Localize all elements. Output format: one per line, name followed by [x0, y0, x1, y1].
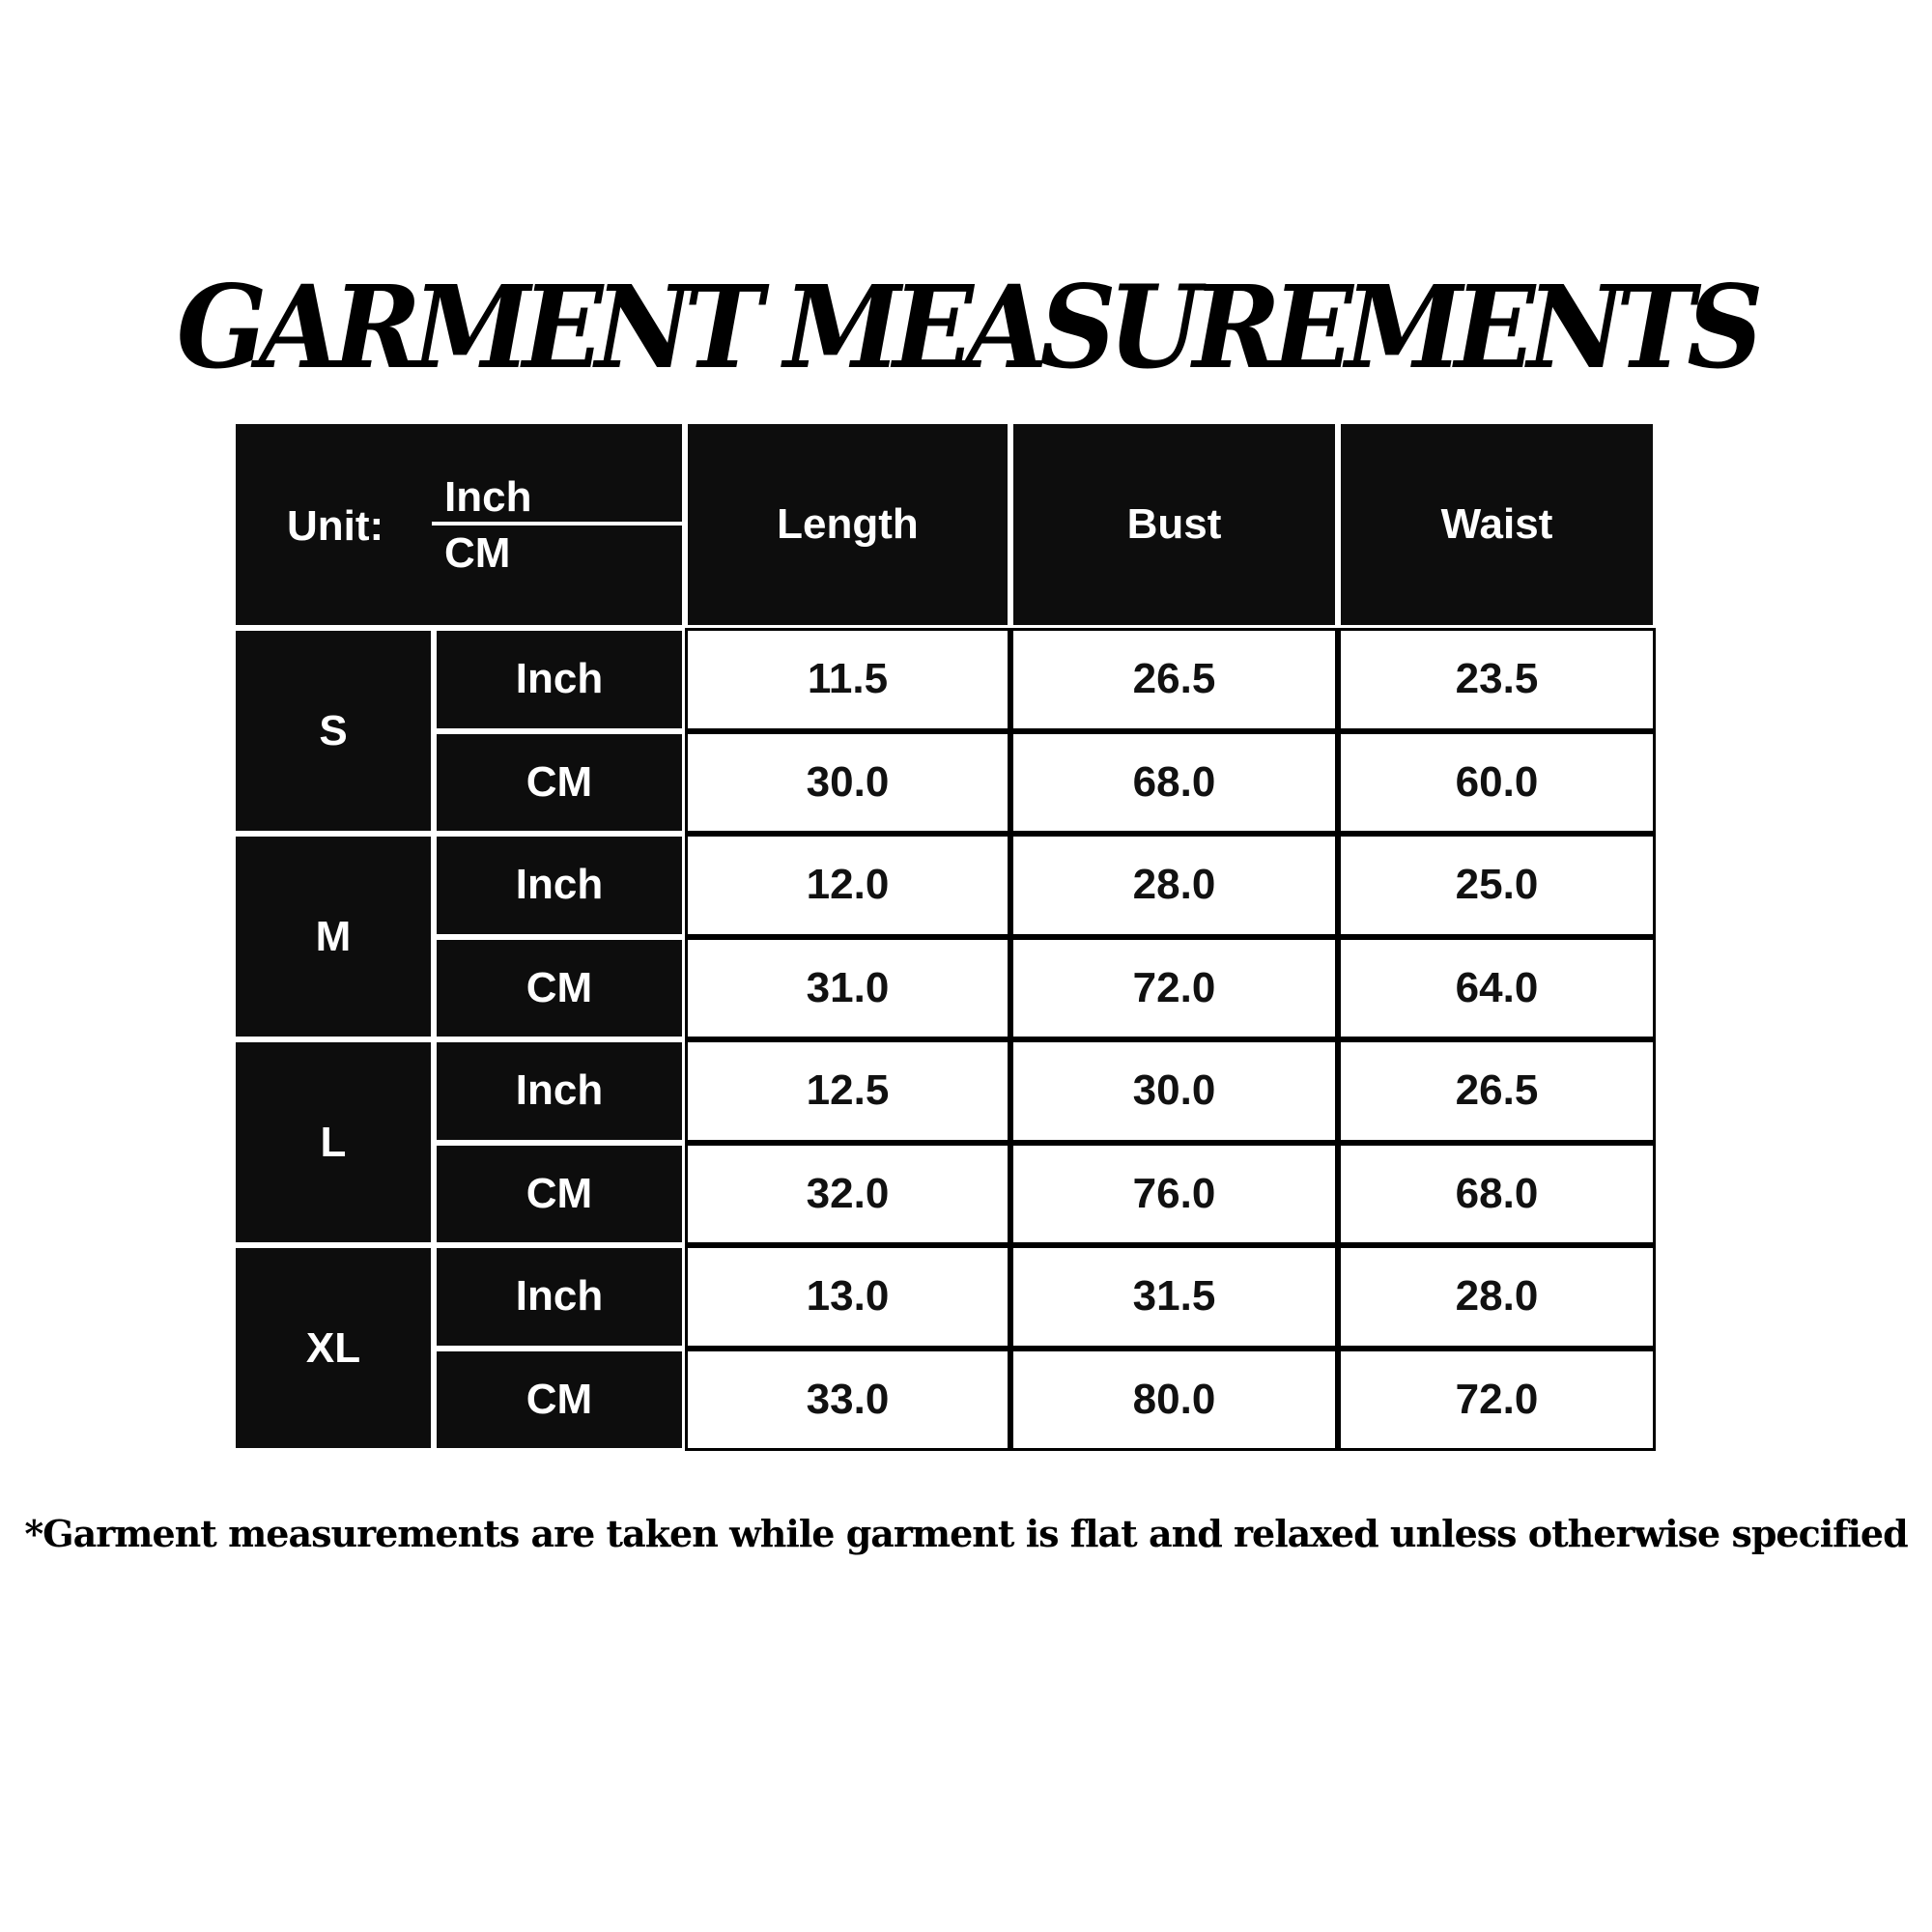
measurement-cell: 26.5	[1010, 628, 1338, 731]
measurement-cell: 33.0	[685, 1348, 1010, 1451]
size-label-l: L	[233, 1039, 434, 1245]
size-label-xl: XL	[233, 1245, 434, 1451]
unit-cell: Inch	[434, 1245, 685, 1349]
measurement-cell: 64.0	[1338, 936, 1656, 1039]
measurement-cell: 31.5	[1010, 1245, 1338, 1349]
unit-cell: Inch	[434, 1039, 685, 1143]
unit-divider	[432, 522, 685, 526]
measurement-cell: 23.5	[1338, 628, 1656, 731]
measurement-cell: 12.0	[685, 834, 1010, 937]
unit-cell: CM	[434, 730, 685, 834]
unit-cell: Inch	[434, 834, 685, 937]
measurement-cell: 30.0	[685, 730, 1010, 834]
unit-label: Unit:	[287, 502, 384, 550]
measurement-cell: 12.5	[685, 1039, 1010, 1143]
size-label-m: M	[233, 834, 434, 1039]
column-header-bust: Bust	[1010, 421, 1338, 628]
measurement-cell: 28.0	[1338, 1245, 1656, 1349]
unit-cm-label: CM	[444, 529, 511, 577]
unit-cell: CM	[434, 1348, 685, 1451]
measurement-cell: 25.0	[1338, 834, 1656, 937]
measurement-cell: 68.0	[1338, 1142, 1656, 1245]
unit-cell: CM	[434, 1142, 685, 1245]
measurement-cell: 68.0	[1010, 730, 1338, 834]
column-header-waist: Waist	[1338, 421, 1656, 628]
measurement-cell: 28.0	[1010, 834, 1338, 937]
measurement-cell: 80.0	[1010, 1348, 1338, 1451]
column-header-length: Length	[685, 421, 1010, 628]
measurement-cell: 32.0	[685, 1142, 1010, 1245]
measurement-cell: 30.0	[1010, 1039, 1338, 1143]
unit-inch-label: Inch	[444, 473, 532, 521]
measurement-cell: 26.5	[1338, 1039, 1656, 1143]
footnote: *Garment measurements are taken while ga…	[24, 1512, 1908, 1555]
measurement-cell: 31.0	[685, 936, 1010, 1039]
unit-cell: CM	[434, 936, 685, 1039]
page-title: GARMENT MEASUREMENTS	[176, 260, 1764, 394]
size-label-s: S	[233, 628, 434, 834]
measurement-cell: 76.0	[1010, 1142, 1338, 1245]
measurement-cell: 72.0	[1010, 936, 1338, 1039]
measurement-cell: 11.5	[685, 628, 1010, 731]
measurement-cell: 13.0	[685, 1245, 1010, 1349]
measurement-cell: 72.0	[1338, 1348, 1656, 1451]
unit-cell: Inch	[434, 628, 685, 731]
measurement-cell: 60.0	[1338, 730, 1656, 834]
